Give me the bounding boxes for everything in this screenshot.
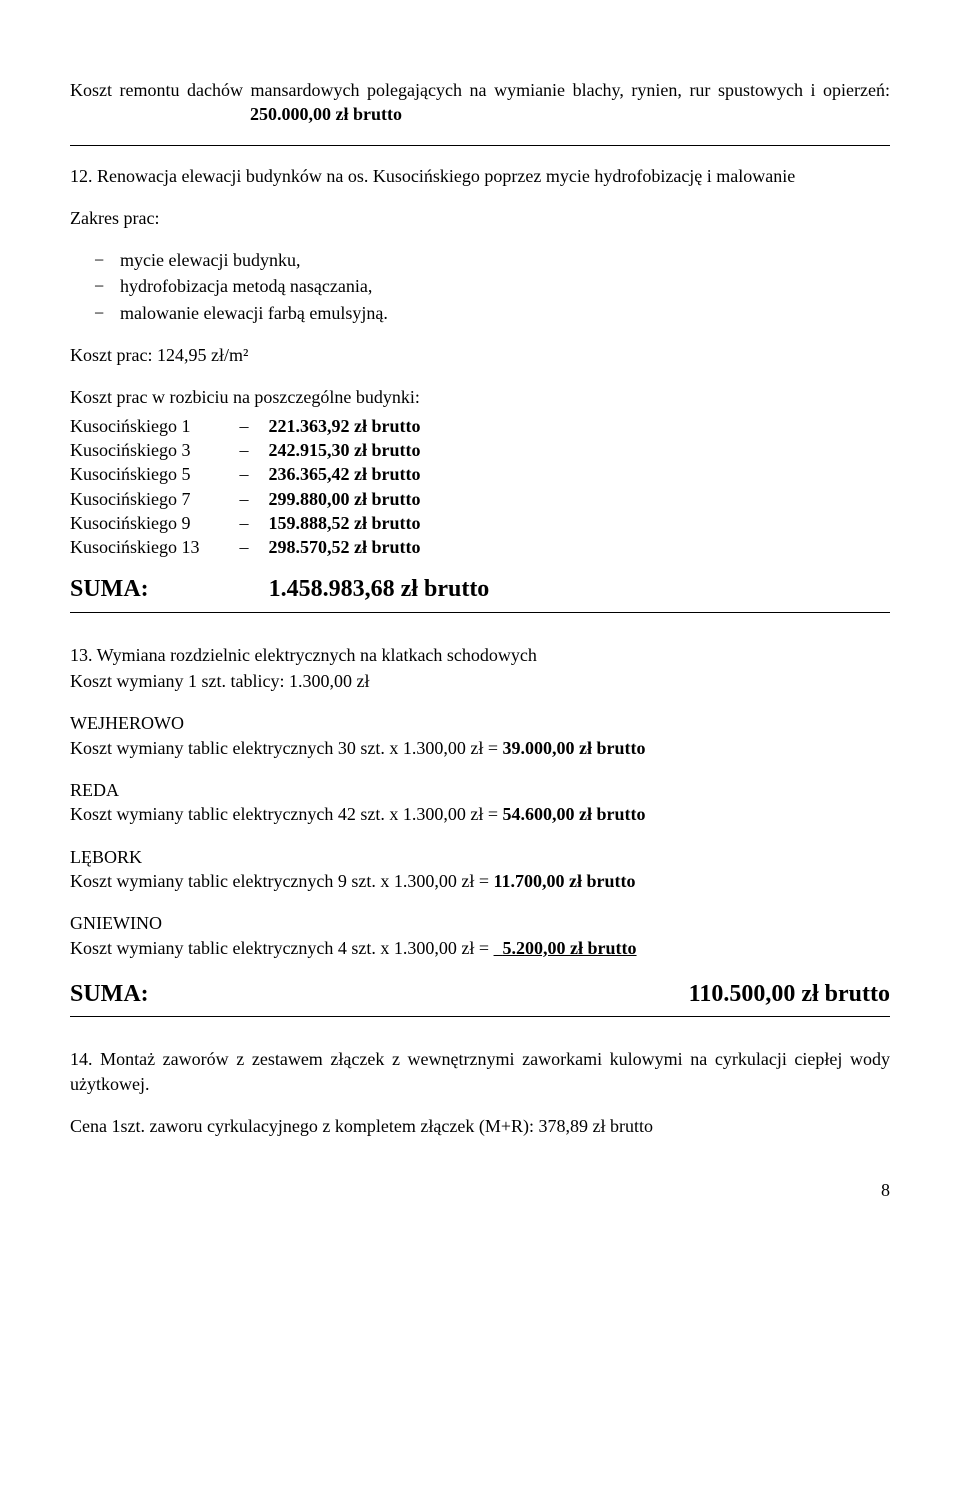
divider — [70, 1016, 890, 1017]
sec14-heading: 14. Montaż zaworów z zestawem złączek z … — [70, 1047, 890, 1096]
row-name: Kusocińskiego 13 — [70, 535, 240, 559]
intro-cost: 250.000,00 zł brutto — [250, 102, 402, 126]
city-line: Koszt wymiany tablic elektrycznych 42 sz… — [70, 802, 890, 826]
row-dash: – — [240, 535, 269, 559]
city-line: Koszt wymiany tablic elektrycznych 4 szt… — [70, 936, 890, 960]
city-gniewino: GNIEWINO — [70, 911, 890, 935]
suma-line: SUMA: 110.500,00 zł brutto — [70, 978, 890, 1010]
divider — [70, 145, 890, 146]
table-row: Kusocińskiego 13 – 298.570,52 zł brutto — [70, 535, 421, 559]
suma-value: 1.458.983,68 zł brutto — [269, 573, 490, 605]
line-value: 39.000,00 zł brutto — [503, 738, 646, 758]
divider — [70, 612, 890, 613]
intro-text: Koszt remontu dachów mansardowych polega… — [70, 80, 890, 100]
row-dash: – — [240, 511, 269, 535]
line-prefix: Koszt wymiany tablic elektrycznych 4 szt… — [70, 938, 494, 958]
line-value: 54.600,00 zł brutto — [503, 804, 646, 824]
table-row: Kusocińskiego 7 – 299.880,00 zł brutto — [70, 487, 421, 511]
intro-paragraph: Koszt remontu dachów mansardowych polega… — [70, 78, 890, 127]
row-name: Kusocińskiego 9 — [70, 511, 240, 535]
row-dash: – — [240, 462, 269, 486]
line-prefix: Koszt wymiany tablic elektrycznych 9 szt… — [70, 871, 494, 891]
row-dash: – — [240, 414, 269, 438]
suma-label: SUMA: — [70, 573, 149, 605]
suma-line: SUMA: 1.458.983,68 zł brutto — [70, 573, 890, 605]
suma-label: SUMA: — [70, 978, 149, 1010]
city-line: Koszt wymiany tablic elektrycznych 9 szt… — [70, 869, 890, 893]
table-row: Kusocińskiego 1 – 221.363,92 zł brutto — [70, 414, 421, 438]
rate-line: Koszt prac: 124,95 zł/m² — [70, 343, 890, 367]
row-value: 298.570,52 zł brutto — [269, 535, 421, 559]
row-dash: – — [240, 487, 269, 511]
suma-value: 110.500,00 zł brutto — [689, 978, 890, 1010]
table-row: Kusocińskiego 5 – 236.365,42 zł brutto — [70, 462, 421, 486]
sec13-unit: Koszt wymiany 1 szt. tablicy: 1.300,00 z… — [70, 669, 890, 693]
row-value: 236.365,42 zł brutto — [269, 462, 421, 486]
row-value: 159.888,52 zł brutto — [269, 511, 421, 535]
line-prefix: Koszt wymiany tablic elektrycznych 30 sz… — [70, 738, 503, 758]
row-value: 299.880,00 zł brutto — [269, 487, 421, 511]
sec12-heading: 12. Renowacja elewacji budynków na os. K… — [70, 164, 890, 188]
list-item: malowanie elewacji farbą emulsyjną. — [70, 301, 890, 325]
row-name: Kusocińskiego 5 — [70, 462, 240, 486]
row-name: Kusocińskiego 7 — [70, 487, 240, 511]
sec13-heading: 13. Wymiana rozdzielnic elektrycznych na… — [70, 643, 890, 667]
sec14-unit: Cena 1szt. zaworu cyrkulacyjnego z kompl… — [70, 1114, 890, 1138]
list-item: hydrofobizacja metodą nasączania, — [70, 274, 890, 298]
list-item: mycie elewacji budynku, — [70, 248, 890, 272]
table-row: Kusocińskiego 9 – 159.888,52 zł brutto — [70, 511, 421, 535]
page-number: 8 — [70, 1178, 890, 1202]
row-name: Kusocińskiego 1 — [70, 414, 240, 438]
cost-table: Kusocińskiego 1 – 221.363,92 zł brutto K… — [70, 414, 421, 560]
line-value: 11.700,00 zł brutto — [494, 871, 636, 891]
heading-text: 13. Wymiana rozdzielnic elektrycznych na… — [70, 645, 537, 665]
underline-space — [494, 938, 503, 958]
city-line: Koszt wymiany tablic elektrycznych 30 sz… — [70, 736, 890, 760]
city-wejherowo: WEJHEROWO — [70, 711, 890, 735]
line-value: 5.200,00 zł brutto — [503, 938, 637, 958]
city-lebork: LĘBORK — [70, 845, 890, 869]
row-value: 221.363,92 zł brutto — [269, 414, 421, 438]
breakdown-label: Koszt prac w rozbiciu na poszczególne bu… — [70, 385, 890, 409]
row-name: Kusocińskiego 3 — [70, 438, 240, 462]
scope-label: Zakres prac: — [70, 206, 890, 230]
scope-list: mycie elewacji budynku, hydrofobizacja m… — [70, 248, 890, 325]
table-row: Kusocińskiego 3 – 242.915,30 zł brutto — [70, 438, 421, 462]
row-dash: – — [240, 438, 269, 462]
row-value: 242.915,30 zł brutto — [269, 438, 421, 462]
city-reda: REDA — [70, 778, 890, 802]
line-prefix: Koszt wymiany tablic elektrycznych 42 sz… — [70, 804, 503, 824]
